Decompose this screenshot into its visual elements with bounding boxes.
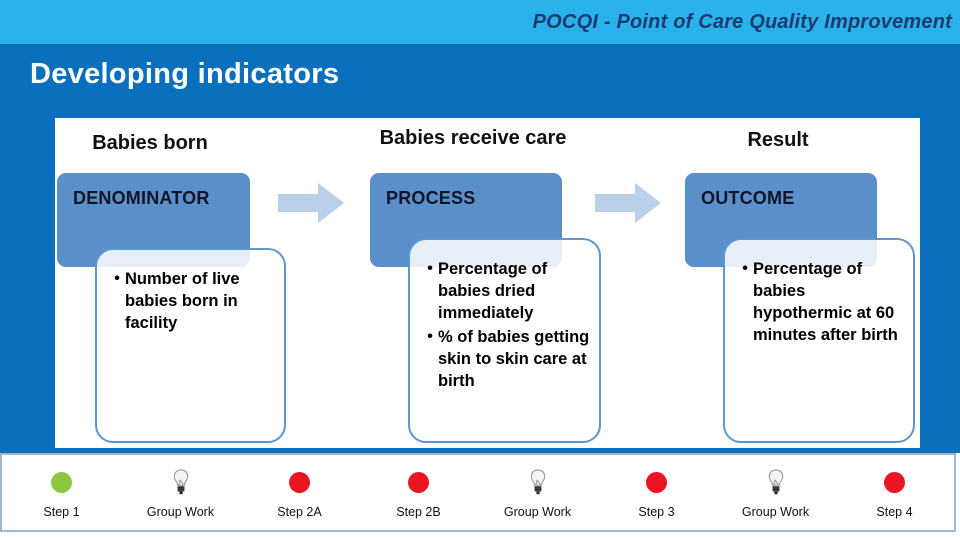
step-item-step-2a: Step 2A	[240, 455, 359, 530]
bullet-text: Number of live babies born in facility	[125, 270, 240, 332]
bullet-item: • Percentage of babies dried immediately	[422, 258, 591, 324]
bullet-marker: •	[427, 260, 433, 277]
step-item-group-work-2: Group Work	[478, 455, 597, 530]
step-label: Step 3	[638, 505, 675, 519]
stage-label: DENOMINATOR	[73, 188, 210, 208]
bullet-text: Percentage of babies hypothermic at 60 m…	[753, 260, 898, 344]
step-label: Step 1	[43, 505, 80, 519]
step-label: Group Work	[146, 505, 215, 519]
bullet-item: • Number of live babies born in facility	[109, 268, 276, 334]
step-item-step-1: Step 1	[2, 455, 121, 530]
stage-label: OUTCOME	[701, 188, 795, 208]
green-dot-icon	[51, 471, 72, 493]
step-label: Step 2A	[277, 505, 322, 519]
right-arrow-icon	[278, 183, 344, 223]
red-dot-icon	[289, 471, 310, 493]
content-panel: Babies born Babies receive care Result D…	[55, 118, 920, 448]
bullet-item: • Percentage of babies hypothermic at 60…	[737, 258, 905, 346]
red-dot-icon	[646, 471, 667, 493]
indicator-card-process: • Percentage of babies dried immediately…	[408, 238, 601, 443]
step-footer-strip: Step 1 Group Work Step 2A Step 2B	[0, 453, 956, 532]
bullet-text: % of babies getting skin to skin care at…	[438, 328, 590, 390]
lightbulb-icon	[768, 468, 783, 494]
step-label: Step 2B	[396, 505, 441, 519]
bullet-marker: •	[427, 328, 433, 345]
lightbulb-icon	[173, 468, 188, 494]
step-label: Group Work	[741, 505, 810, 519]
red-dot-icon	[884, 471, 905, 493]
bullet-text: Percentage of babies dried immediately	[438, 260, 548, 322]
stage-label: PROCESS	[386, 188, 476, 208]
column-header-babies-born: Babies born	[92, 132, 208, 154]
top-banner: POCQI - Point of Care Quality Improvemen…	[0, 0, 960, 44]
step-item-step-2b: Step 2B	[359, 455, 478, 530]
step-item-group-work-1: Group Work	[121, 455, 240, 530]
step-item-step-3: Step 3	[597, 455, 716, 530]
page-title: Developing indicators	[30, 58, 340, 90]
indicator-card-denominator: • Number of live babies born in facility	[95, 248, 286, 443]
indicator-card-outcome: • Percentage of babies hypothermic at 60…	[723, 238, 915, 443]
brand-text: POCQI - Point of Care Quality Improvemen…	[532, 10, 952, 33]
red-dot-icon	[408, 471, 429, 493]
step-item-group-work-3: Group Work	[716, 455, 835, 530]
right-arrow-icon	[595, 183, 661, 223]
column-header-result: Result	[747, 129, 809, 151]
bullet-marker: •	[742, 260, 748, 277]
column-header-babies-receive-care: Babies receive care	[379, 127, 567, 149]
bullet-item: • % of babies getting skin to skin care …	[422, 326, 591, 392]
step-label: Group Work	[503, 505, 572, 519]
bullet-marker: •	[114, 270, 120, 287]
step-label: Step 4	[876, 505, 913, 519]
lightbulb-icon	[530, 468, 545, 494]
step-item-step-4: Step 4	[835, 455, 954, 530]
